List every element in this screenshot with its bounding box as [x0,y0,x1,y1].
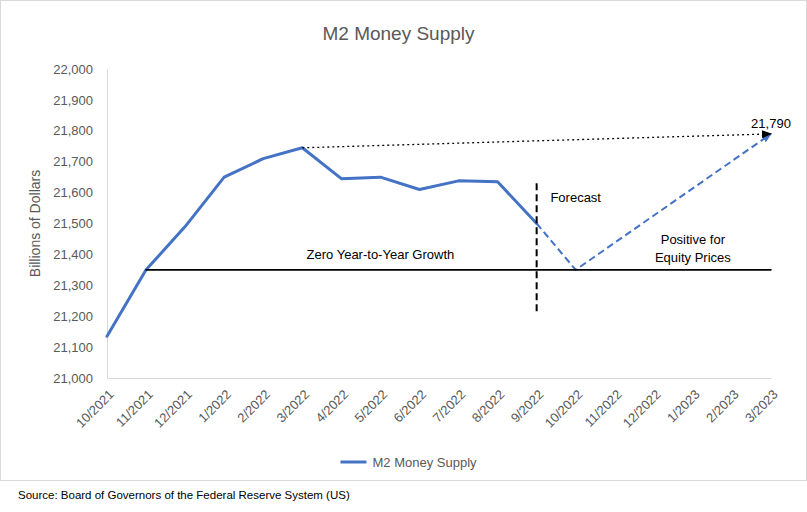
y-tick-label: 21,800 [53,123,93,138]
y-tick: 21,000 [53,371,107,386]
x-tick: 12/2022 [620,378,664,431]
x-tick-label: 3/2023 [742,387,781,426]
legend-swatch [340,461,366,464]
x-tick-label: 4/2022 [312,387,351,426]
x-tick-label: 10/2022 [542,387,586,431]
x-tick: 3/2023 [742,378,781,425]
annotation: 21,790 [751,116,791,131]
y-tick-label: 21,400 [53,247,93,262]
x-tick: 6/2022 [391,378,430,425]
chart-frame [1,1,807,481]
x-axis: 10/202111/202112/20211/20222/20223/20224… [73,378,781,431]
x-tick-label: 11/2022 [581,387,624,430]
series-line [537,134,771,270]
y-tick: 21,400 [53,247,107,262]
annotation: Positive for [661,232,726,247]
x-tick-label: 11/2021 [113,387,156,430]
y-axis: 21,000 21,100 21,200 21,300 21,400 21,500 21,6… [53,62,107,386]
x-tick-label: 2/2022 [234,387,273,426]
x-axis-line [108,378,772,379]
series-line [146,269,771,271]
annotation: Zero Year-to-Year Growth [307,247,455,262]
y-tick: 21,900 [53,93,107,108]
x-tick: 1/2023 [664,378,703,425]
chart-title: M2 Money Supply [322,23,475,44]
x-tick: 2/2022 [234,378,273,425]
x-tick-label: 6/2022 [391,387,430,426]
x-tick-label: 10/2021 [73,387,117,431]
y-tick-label: 21,200 [53,309,93,324]
series-line [107,148,537,336]
x-tick: 11/2021 [113,378,156,430]
y-tick-label: 21,100 [53,340,93,355]
chart-svg: M2 Money Supply Billions of Dollars 21,000… [0,0,807,512]
x-tick: 10/2022 [542,378,586,431]
x-tick: 8/2022 [469,378,508,425]
x-tick: 11/2022 [581,378,624,430]
y-tick-label: 21,700 [53,154,93,169]
x-tick: 12/2021 [151,378,195,431]
y-tick: 21,500 [53,216,107,231]
x-tick-label: 12/2021 [151,387,195,431]
x-tick-label: 2/2023 [703,387,742,426]
x-tick: 5/2022 [352,378,391,425]
x-tick: 10/2021 [73,378,117,431]
x-tick-label: 7/2022 [430,387,469,426]
y-tick: 21,200 [53,309,107,324]
x-tick-label: 3/2022 [273,387,312,426]
y-tick-label: 21,300 [53,278,93,293]
y-tick-label: 22,000 [53,62,93,77]
plot-area [107,134,771,336]
x-tick-label: 8/2022 [469,387,508,426]
x-tick-label: 12/2022 [620,387,664,431]
x-tick-label: 1/2023 [664,387,703,426]
y-tick: 21,100 [53,340,107,355]
y-tick: 22,000 [53,62,107,77]
y-tick-label: 21,900 [53,93,93,108]
annotation: Equity Prices [655,250,731,265]
y-axis-title: Billions of Dollars [27,170,43,277]
y-tick: 21,800 [53,123,107,138]
legend-label: M2 Money Supply [372,455,477,470]
legend-item: M2 Money Supply [340,455,477,470]
x-tick: 9/2022 [508,378,547,425]
y-tick-label: 21,500 [53,216,93,231]
x-tick-label: 5/2022 [352,387,391,426]
series-line [302,134,771,148]
legend: M2 Money Supply [340,455,477,470]
x-tick: 4/2022 [312,378,351,425]
source-note: Source: Board of Governors of the Federa… [18,489,350,501]
y-tick: 21,300 [53,278,107,293]
annotation: Forecast [550,190,601,205]
y-tick-label: 21,600 [53,185,93,200]
series-line [536,183,538,313]
y-tick-label: 21,000 [53,371,93,386]
y-tick: 21,600 [53,185,107,200]
x-tick: 2/2023 [703,378,742,425]
x-tick-label: 1/2022 [195,387,234,426]
x-tick: 1/2022 [195,378,234,425]
x-tick: 7/2022 [430,378,469,425]
x-tick: 3/2022 [273,378,312,425]
y-tick: 21,700 [53,154,107,169]
